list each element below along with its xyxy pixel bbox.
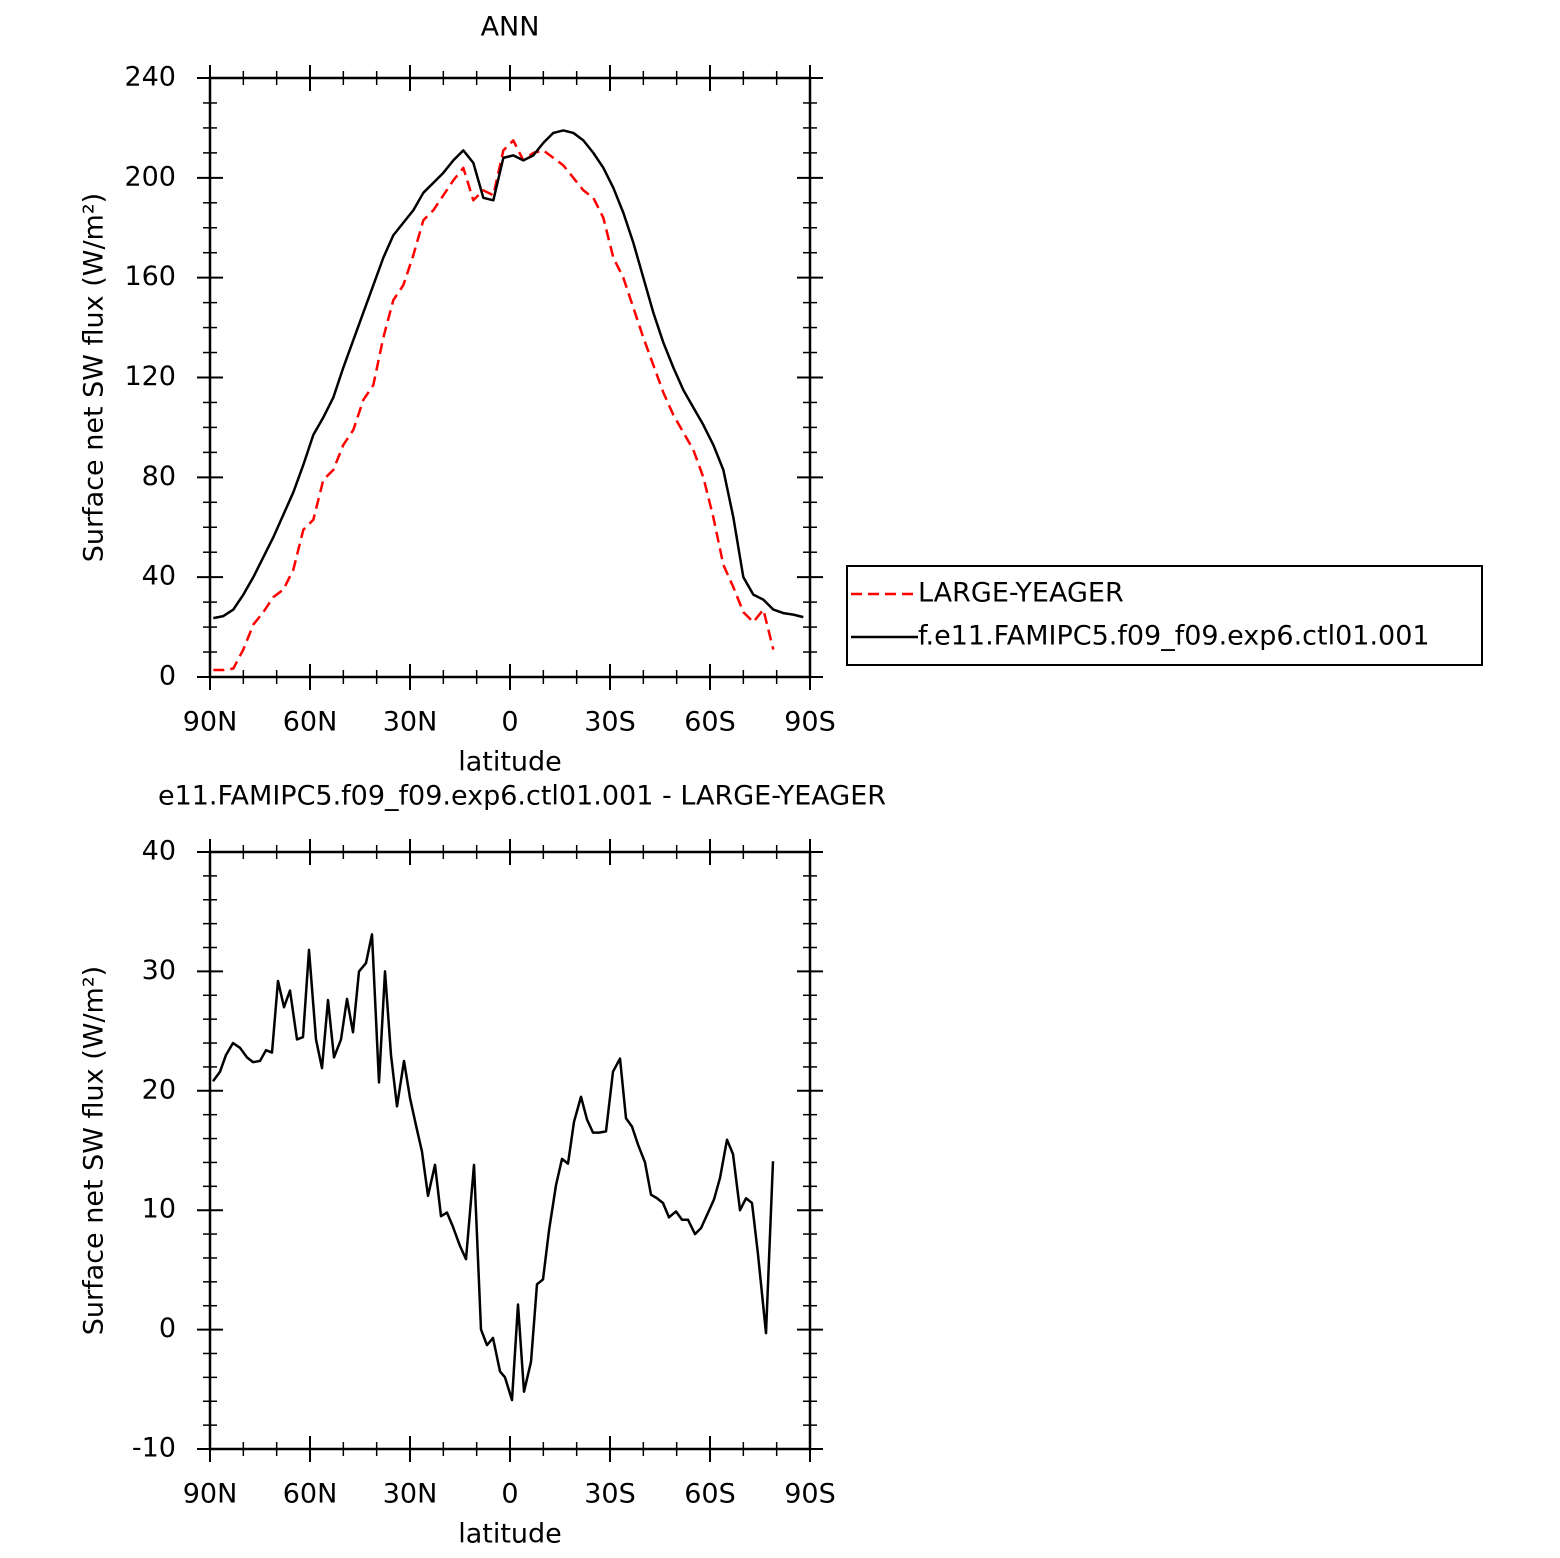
y-axis-label: Surface net SW flux (W/m²) [79, 966, 110, 1335]
y-tick-label: 80 [142, 461, 176, 492]
x-tick-label: 30N [383, 707, 438, 738]
plot-frame [208, 850, 812, 1451]
x-tick-label: 0 [501, 707, 518, 738]
y-tick-label: 10 [142, 1194, 176, 1225]
x-tick-label: 60N [283, 707, 338, 738]
chart-title: e11.FAMIPC5.f09_f09.exp6.ctl01.001 - LAR… [158, 781, 886, 812]
y-tick-label: 30 [142, 955, 176, 986]
x-tick-label: 90S [784, 707, 836, 738]
y-tick-label: 0 [159, 1313, 176, 1344]
x-tick-label: 30N [383, 1479, 438, 1510]
series-line [213, 129, 804, 620]
x-tick-label: 30S [584, 1479, 636, 1510]
y-tick-label: 120 [124, 361, 176, 392]
x-tick-label: 90S [784, 1479, 836, 1510]
plot-frame [208, 76, 812, 679]
legend-box [846, 565, 1483, 666]
x-tick-label: 60S [684, 707, 736, 738]
y-axis-label: Surface net SW flux (W/m²) [79, 193, 110, 562]
y-tick-label: 240 [124, 62, 176, 93]
y-tick-label: -10 [132, 1433, 176, 1464]
y-tick-label: 40 [142, 836, 176, 867]
x-tick-label: 60N [283, 1479, 338, 1510]
x-axis-label: latitude [458, 747, 562, 778]
legend-label: f.e11.FAMIPC5.f09_f09.exp6.ctl01.001 [918, 621, 1430, 652]
x-tick-label: 90N [183, 707, 238, 738]
x-tick-label: 90N [183, 1479, 238, 1510]
y-tick-label: 160 [124, 261, 176, 292]
x-tick-label: 60S [684, 1479, 736, 1510]
series-line [211, 933, 775, 1402]
x-tick-label: 0 [501, 1479, 518, 1510]
y-tick-label: 0 [159, 661, 176, 692]
chart-title: ANN [481, 12, 540, 43]
x-axis-label: latitude [458, 1519, 562, 1550]
y-tick-label: 20 [142, 1074, 176, 1105]
series-line [213, 139, 775, 672]
y-tick-label: 200 [124, 161, 176, 192]
y-tick-label: 40 [142, 561, 176, 592]
x-tick-label: 30S [584, 707, 636, 738]
legend-label: LARGE-YEAGER [918, 578, 1124, 609]
